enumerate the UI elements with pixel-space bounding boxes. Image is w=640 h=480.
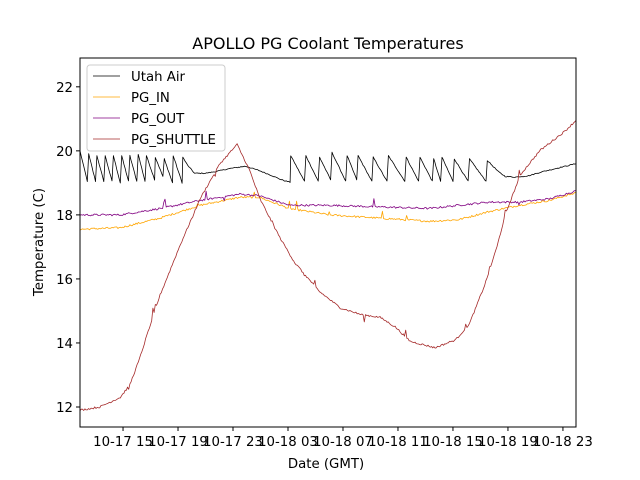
legend: Utah Air PG_IN PG_OUT PG_SHUTTLE bbox=[86, 64, 226, 152]
x-tick-label: 10-17 19 bbox=[148, 435, 208, 450]
x-tick-label: 10-18 19 bbox=[478, 435, 538, 450]
series-layer bbox=[80, 120, 576, 411]
y-tick-label: 18 bbox=[56, 209, 73, 224]
y-tick-label: 14 bbox=[56, 337, 73, 352]
legend-label: PG_IN bbox=[131, 91, 170, 106]
x-tick-label: 10-18 11 bbox=[368, 435, 428, 450]
y-tick-label: 22 bbox=[56, 81, 73, 96]
series-line-utah-air bbox=[80, 150, 576, 184]
y-tick-label: 16 bbox=[56, 273, 73, 288]
series-line-pg-shuttle bbox=[80, 120, 576, 411]
x-tick-label: 10-17 23 bbox=[203, 435, 263, 450]
axes-frame bbox=[79, 57, 577, 428]
x-tick-label: 10-18 03 bbox=[258, 435, 318, 450]
series-line-pg-out bbox=[80, 190, 576, 217]
legend-label: PG_SHUTTLE bbox=[131, 133, 216, 148]
y-tick-label: 20 bbox=[56, 145, 73, 160]
x-tick-label: 10-18 23 bbox=[533, 435, 593, 450]
chart-title: APOLLO PG Coolant Temperatures bbox=[192, 34, 463, 53]
x-tick-label: 10-18 07 bbox=[313, 435, 373, 450]
legend-frame bbox=[86, 64, 226, 152]
legend-label: PG_OUT bbox=[131, 112, 185, 127]
x-tick-label: 10-17 15 bbox=[93, 435, 153, 450]
x-axis-label: Date (GMT) bbox=[288, 457, 364, 472]
legend-label: Utah Air bbox=[131, 70, 186, 85]
y-axis: 12 14 16 18 20 22 bbox=[56, 81, 80, 416]
y-axis-label: Temperature (C) bbox=[32, 188, 47, 297]
series-line-pg-in bbox=[80, 191, 576, 231]
x-tick-label: 10-18 15 bbox=[423, 435, 483, 450]
y-tick-label: 12 bbox=[56, 401, 73, 416]
